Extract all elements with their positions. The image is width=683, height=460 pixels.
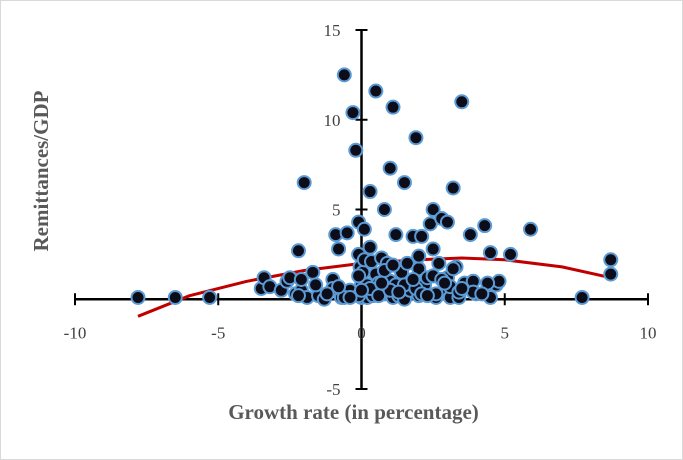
data-point — [454, 280, 470, 296]
data-point — [462, 227, 478, 243]
data-point — [502, 246, 518, 262]
data-points — [130, 67, 619, 307]
data-point — [439, 214, 455, 230]
data-point — [425, 202, 441, 217]
data-point — [437, 275, 453, 291]
data-point — [293, 272, 309, 288]
x-tick-label: -10 — [64, 323, 87, 342]
data-point — [348, 142, 364, 158]
data-point — [362, 239, 378, 255]
data-point — [388, 227, 404, 243]
data-point — [408, 130, 424, 146]
data-point — [351, 268, 367, 284]
data-point — [419, 288, 435, 304]
x-tick-label: 10 — [640, 323, 657, 342]
tick-labels: -10 -5 0 5 10 -5 5 10 15 — [64, 21, 657, 399]
x-axis-title: Growth rate (in percentage) — [228, 400, 479, 424]
data-point — [319, 286, 335, 302]
data-point — [308, 277, 324, 293]
data-point — [362, 184, 378, 200]
data-point — [336, 67, 352, 83]
data-point — [454, 94, 470, 110]
y-axis-title: Remittances/GDP — [29, 90, 53, 251]
data-point — [382, 160, 398, 176]
data-point — [290, 288, 306, 304]
data-point — [385, 99, 401, 115]
data-point — [331, 279, 347, 295]
data-point — [296, 175, 312, 191]
data-point — [354, 282, 369, 298]
data-point — [574, 289, 590, 305]
data-point — [331, 241, 347, 257]
data-point — [368, 83, 384, 99]
x-tick-label: -5 — [211, 323, 225, 342]
data-point — [342, 289, 358, 305]
x-tick-label: 0 — [357, 323, 366, 342]
y-tick-label: -5 — [326, 380, 340, 399]
data-point — [477, 218, 493, 234]
y-tick-label: 10 — [324, 111, 341, 130]
data-point — [445, 180, 461, 196]
data-point — [414, 228, 430, 244]
data-point — [345, 105, 361, 121]
data-point — [445, 261, 461, 277]
data-point — [167, 289, 183, 305]
y-tick-label: 15 — [324, 21, 341, 40]
data-point — [603, 252, 619, 268]
data-point — [391, 284, 407, 300]
data-point — [290, 243, 306, 259]
data-point — [385, 257, 401, 273]
data-point — [396, 175, 412, 191]
data-point — [523, 221, 539, 237]
data-point — [339, 225, 355, 241]
data-point — [603, 266, 619, 282]
data-point — [482, 245, 498, 261]
data-point — [405, 272, 421, 288]
data-point — [425, 241, 441, 257]
data-point — [202, 289, 218, 305]
data-point — [474, 286, 490, 302]
data-point — [130, 289, 146, 305]
data-point — [356, 221, 372, 237]
x-tick-label: 5 — [501, 323, 510, 342]
data-point — [374, 275, 390, 291]
data-point — [431, 255, 447, 271]
y-tick-label: 5 — [332, 201, 341, 220]
data-point — [411, 248, 427, 264]
data-point — [376, 202, 392, 217]
